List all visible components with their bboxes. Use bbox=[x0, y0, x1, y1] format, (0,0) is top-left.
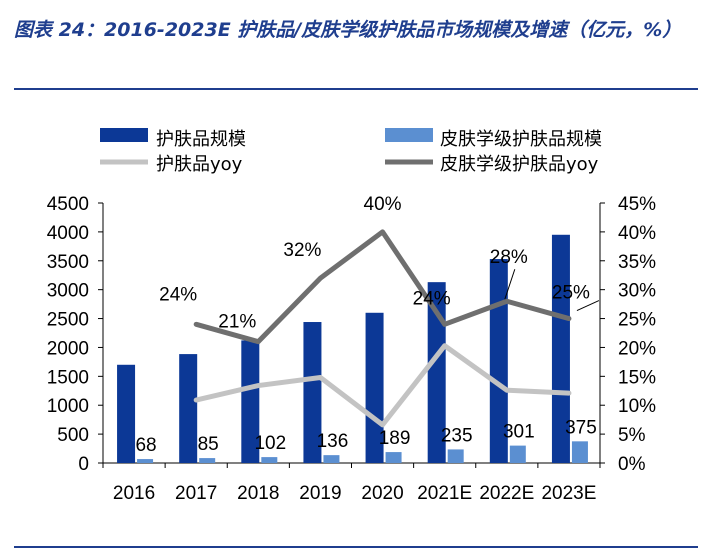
bar-skincare bbox=[179, 354, 198, 463]
bar-skincare bbox=[117, 364, 136, 463]
bar-derma bbox=[385, 452, 402, 463]
legend-label: 皮肤学级护肤品规模 bbox=[440, 129, 602, 150]
label-leader bbox=[576, 300, 600, 312]
derma-yoy-label: 25% bbox=[552, 283, 590, 304]
right-tick-label: 25% bbox=[618, 310, 656, 331]
left-tick-label: 2500 bbox=[47, 310, 89, 331]
legend-swatch-bar bbox=[100, 128, 148, 142]
x-tick-label: 2019 bbox=[299, 483, 341, 504]
legend-swatch-bar bbox=[385, 128, 433, 142]
right-tick-label: 45% bbox=[618, 194, 656, 215]
derma-yoy-label: 24% bbox=[413, 288, 451, 309]
bar-derma bbox=[447, 449, 464, 463]
x-tick-label: 2016 bbox=[113, 483, 155, 504]
left-tick-label: 4500 bbox=[47, 194, 89, 215]
x-tick-label: 2018 bbox=[237, 483, 279, 504]
bars bbox=[117, 234, 588, 463]
left-tick-label: 1500 bbox=[47, 367, 89, 388]
x-tick-label: 2023E bbox=[541, 483, 596, 504]
x-tick-label: 2020 bbox=[361, 483, 403, 504]
x-tick-label: 2022E bbox=[479, 483, 534, 504]
legend-label: 护肤品规模 bbox=[156, 129, 246, 150]
left-tick-label: 4000 bbox=[47, 223, 89, 244]
left-tick-label: 3000 bbox=[47, 281, 89, 302]
left-tick-label: 3500 bbox=[47, 252, 89, 273]
derma-bar-label: 235 bbox=[441, 425, 473, 446]
left-tick-label: 500 bbox=[57, 425, 89, 446]
derma-yoy-label: 28% bbox=[490, 247, 528, 268]
label-leader bbox=[504, 269, 516, 300]
bar-derma bbox=[509, 445, 526, 463]
bar-derma bbox=[571, 441, 588, 463]
right-tick-label: 10% bbox=[618, 396, 656, 417]
derma-bar-label: 136 bbox=[317, 431, 349, 452]
bar-skincare bbox=[551, 234, 570, 463]
legend-label: 皮肤学级护肤品yoy bbox=[440, 154, 599, 175]
right-tick-label: 35% bbox=[618, 252, 656, 273]
bar-skincare bbox=[365, 312, 384, 463]
derma-yoy-label: 21% bbox=[218, 312, 256, 333]
derma-bar-label: 301 bbox=[503, 422, 535, 443]
line-derma-yoy bbox=[193, 229, 572, 345]
left-tick-label: 0 bbox=[78, 454, 89, 475]
right-tick-label: 20% bbox=[618, 338, 656, 359]
top-rule bbox=[14, 88, 698, 90]
derma-bar-label: 102 bbox=[254, 433, 286, 454]
line-skincare-yoy bbox=[193, 343, 572, 428]
legend-label: 护肤品yoy bbox=[156, 154, 243, 175]
derma-bar-label: 85 bbox=[198, 434, 219, 455]
x-tick-label: 2017 bbox=[175, 483, 217, 504]
bar-derma bbox=[323, 455, 340, 463]
derma-bar-label: 68 bbox=[135, 435, 156, 456]
right-tick-label: 15% bbox=[618, 367, 656, 388]
right-tick-label: 0% bbox=[618, 454, 646, 475]
derma-bar-label: 189 bbox=[379, 428, 411, 449]
derma-yoy-label: 24% bbox=[159, 284, 197, 305]
left-tick-label: 1000 bbox=[47, 396, 89, 417]
x-tick-label: 2021E bbox=[417, 483, 472, 504]
bar-derma bbox=[199, 458, 216, 463]
chart-title: 图表 24：2016-2023E 护肤品/皮肤学级护肤品市场规模及增速（亿元，%… bbox=[14, 19, 682, 41]
derma-yoy-label: 32% bbox=[283, 240, 321, 261]
bar-skincare bbox=[427, 282, 446, 463]
bar-skincare bbox=[489, 259, 508, 463]
right-tick-label: 40% bbox=[618, 223, 656, 244]
derma-yoy-label: 40% bbox=[364, 194, 402, 215]
bottom-rule bbox=[14, 546, 698, 548]
axes: 0 0% 500 5% 1000 10% 1500 15% 2000 20% 2500 25% 3000… bbox=[47, 194, 656, 504]
lines bbox=[193, 229, 572, 428]
right-tick-label: 5% bbox=[618, 425, 646, 446]
derma-bar-label: 375 bbox=[565, 417, 597, 438]
right-tick-label: 30% bbox=[618, 281, 656, 302]
left-tick-label: 2000 bbox=[47, 338, 89, 359]
data-labels: 68 85 102 136 189 235 301 375 24% 21% 32% 40% 24% 28%… bbox=[135, 194, 600, 456]
bar-derma bbox=[261, 457, 278, 463]
bar-skincare bbox=[241, 340, 260, 463]
bar-derma bbox=[137, 459, 154, 463]
bar-skincare bbox=[303, 322, 322, 463]
